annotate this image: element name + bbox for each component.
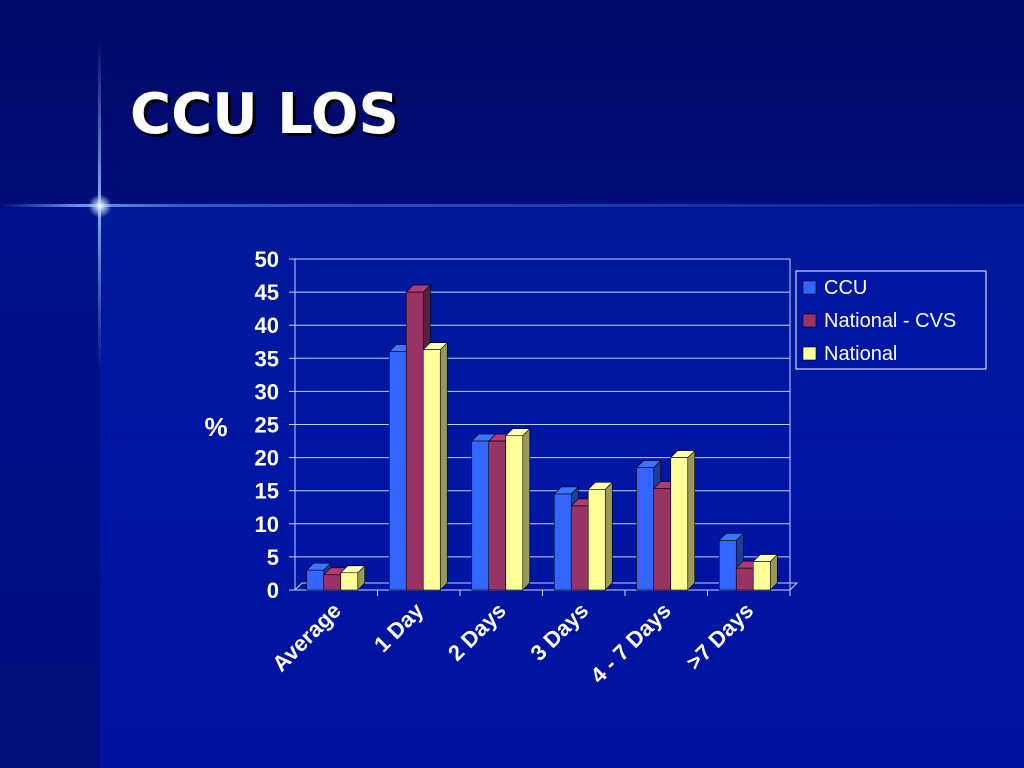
- legend-label: National: [824, 343, 897, 365]
- legend-swatch: [802, 346, 817, 361]
- y-tick-label: 50: [255, 247, 279, 272]
- bar: [553, 493, 572, 591]
- y-tick-label: 40: [255, 313, 279, 338]
- y-tick-label: 20: [255, 446, 279, 471]
- y-tick-label: 25: [255, 413, 279, 438]
- bar: [735, 567, 754, 591]
- legend-box: [795, 270, 987, 370]
- bar: [340, 572, 359, 591]
- y-tick-label: 15: [255, 479, 279, 504]
- x-tick-label: 2 Days: [443, 598, 511, 666]
- sparkle-icon: [88, 194, 112, 218]
- bar: [471, 440, 490, 591]
- gridlines: [289, 258, 799, 596]
- bar-side: [439, 341, 448, 591]
- bar: [570, 505, 589, 591]
- bar: [636, 467, 655, 591]
- bar: [752, 561, 771, 591]
- y-tick-label: 30: [255, 379, 279, 404]
- bar: [323, 574, 342, 591]
- bar: [587, 489, 606, 591]
- legend-swatch: [802, 313, 817, 328]
- x-tick-label: 3 Days: [525, 598, 593, 666]
- bar: [505, 435, 524, 591]
- legend-items: CCU National - CVS National: [802, 277, 956, 365]
- bar: [488, 440, 507, 591]
- bar: [306, 569, 325, 591]
- bar: [653, 488, 672, 591]
- bars: [306, 284, 778, 591]
- x-tick-label: Average: [267, 598, 345, 676]
- bar: [718, 540, 737, 591]
- horizontal-rule: [0, 204, 1024, 207]
- legend: CCU National - CVS National: [795, 270, 987, 370]
- y-tick-label: 45: [255, 280, 279, 305]
- bar: [405, 291, 424, 591]
- x-tick-label: 4 - 7 Days: [585, 598, 675, 688]
- slide-title: CCU LOS: [130, 82, 399, 147]
- bar-side: [522, 428, 531, 591]
- left-band: [0, 208, 100, 768]
- x-tick-label: >7 Days: [681, 598, 758, 675]
- y-axis-label: %: [204, 412, 227, 442]
- legend-swatch: [802, 280, 817, 295]
- y-tick-labels: 0 5 10 15 20 25 30 35 40 45 50: [255, 247, 279, 603]
- legend-label: National - CVS: [824, 310, 956, 332]
- bar: [388, 351, 407, 591]
- y-tick-label: 35: [255, 346, 279, 371]
- bar: [422, 349, 441, 591]
- title-band: [0, 0, 1024, 208]
- x-tick-label: 1 Day: [369, 597, 429, 657]
- bar-side: [604, 481, 613, 591]
- bar-side: [687, 449, 696, 591]
- legend-label: CCU: [824, 277, 867, 299]
- plot-area: 0 5 10 15 20 25 30 35 40 45 50 Average 1 Day 2 Days 3…: [255, 247, 799, 688]
- bar: [670, 457, 689, 591]
- y-tick-label: 10: [255, 512, 279, 537]
- y-tick-label: 5: [267, 545, 279, 570]
- y-tick-label: 0: [267, 578, 279, 603]
